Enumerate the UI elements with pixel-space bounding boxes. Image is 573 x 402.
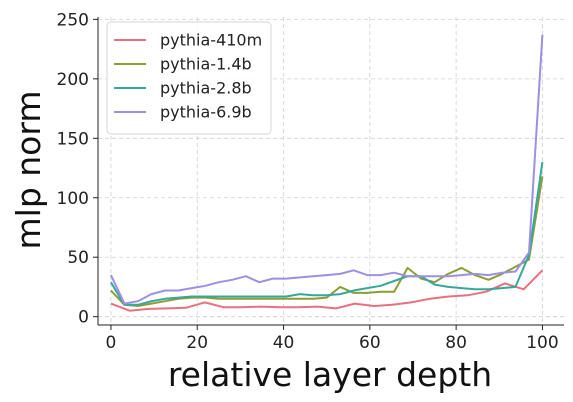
y-tick-label: 0 <box>78 308 89 328</box>
x-tick-label: 100 <box>526 333 558 353</box>
series-lines <box>109 34 544 312</box>
y-tick-label: 250 <box>57 10 89 30</box>
x-ticks: 0 20 40 60 80 100 <box>106 325 559 353</box>
legend-item: pythia-6.9b <box>114 103 252 122</box>
legend-frame <box>106 21 272 135</box>
y-tick-label: 50 <box>67 248 89 268</box>
series-line-pythia-6.9b <box>109 34 544 305</box>
y-tick-label: 100 <box>57 189 89 209</box>
axes <box>97 17 564 326</box>
x-tick-label: 20 <box>186 333 208 353</box>
y-tick-label: 150 <box>57 129 89 149</box>
x-axis-label: relative layer depth <box>168 355 492 394</box>
legend: pythia-410m pythia-1.4b pythia-2.8b pythia-… <box>106 21 272 135</box>
x-tick-label: 40 <box>273 333 295 353</box>
grid <box>98 17 564 325</box>
legend-item: pythia-2.8b <box>114 79 252 98</box>
legend-item: pythia-1.4b <box>114 55 252 74</box>
x-tick-label: 80 <box>445 333 467 353</box>
x-tick-label: 0 <box>106 333 117 353</box>
y-tick-label: 200 <box>57 70 89 90</box>
series-line-pythia-410m <box>110 269 544 312</box>
y-axis-label: mlp norm <box>9 91 48 250</box>
legend-label: pythia-1.4b <box>160 55 252 74</box>
series-line-pythia-2.8b <box>110 161 544 306</box>
legend-label: pythia-2.8b <box>160 79 252 98</box>
x-tick-label: 60 <box>359 333 381 353</box>
legend-label: pythia-410m <box>160 31 262 50</box>
legend-item: pythia-410m <box>114 31 262 50</box>
y-ticks: 0 50 100 150 200 250 <box>57 10 98 328</box>
series-line-pythia-1.4b <box>110 176 544 307</box>
legend-label: pythia-6.9b <box>160 103 252 122</box>
